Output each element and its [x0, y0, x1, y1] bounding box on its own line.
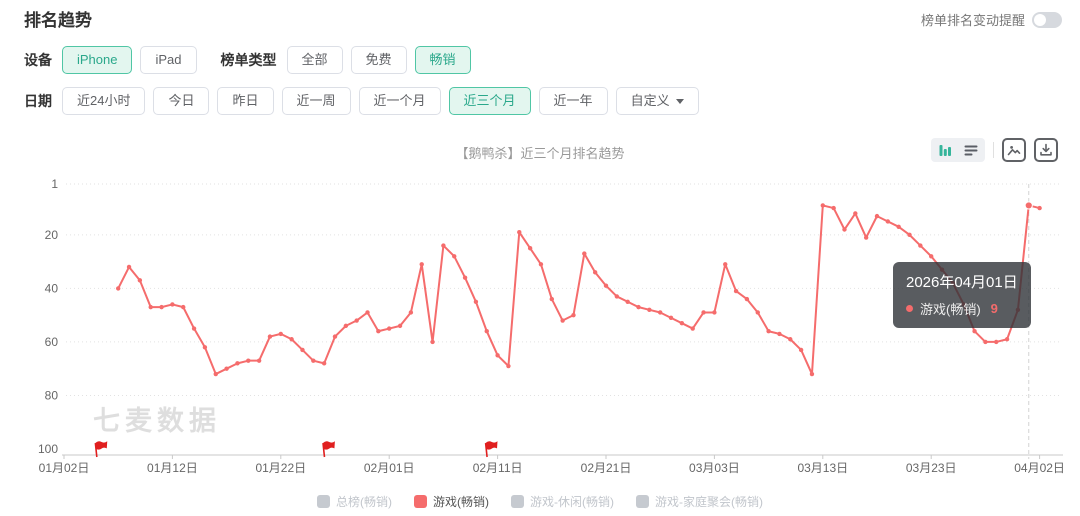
tooltip-series-name: 游戏(畅销)	[920, 302, 981, 317]
download-icon[interactable]	[1034, 138, 1058, 162]
list-type-chip-grossing[interactable]: 畅销	[414, 46, 471, 74]
svg-text:100: 100	[38, 442, 58, 456]
chart-legend: 总榜(畅销) 游戏(畅销) 游戏-休闲(畅销) 游戏-家庭聚会(畅销)	[0, 493, 1080, 510]
page-title: 排名趋势	[24, 11, 92, 30]
view-mode-segmented-control	[931, 138, 985, 162]
toolbar-divider	[993, 142, 994, 158]
device-chip-iphone[interactable]: iPhone	[62, 46, 133, 74]
date-chip-3months[interactable]: 近三个月	[448, 87, 531, 115]
date-chip-custom[interactable]: 自定义	[615, 87, 699, 115]
date-chip-year[interactable]: 近一年	[538, 87, 608, 115]
filter-row-date: 日期 近24小时 今日 昨日 近一周 近一个月 近三个月 近一年 自定义	[24, 87, 707, 115]
svg-text:03月13日: 03月13日	[797, 461, 848, 475]
list-type-chip-free[interactable]: 免费	[350, 46, 407, 74]
legend-label: 游戏-家庭聚会(畅销)	[655, 495, 763, 509]
flag-icon	[322, 441, 335, 458]
svg-text:02月11日: 02月11日	[473, 461, 523, 475]
svg-text:03月23日: 03月23日	[906, 461, 957, 475]
svg-text:60: 60	[45, 335, 59, 349]
legend-item-games-grossing[interactable]: 游戏(畅销)	[414, 493, 489, 510]
custom-date-label: 自定义	[630, 93, 670, 108]
list-type-chip-all[interactable]: 全部	[286, 46, 343, 74]
list-type-label: 榜单类型	[220, 52, 277, 68]
chart-title: 【鹅鸭杀】近三个月排名趋势	[455, 146, 625, 161]
device-label: 设备	[24, 52, 52, 68]
svg-text:20: 20	[45, 228, 59, 242]
device-chip-ipad[interactable]: iPad	[140, 46, 197, 74]
legend-swatch	[636, 495, 649, 508]
legend-item-total-grossing[interactable]: 总榜(畅销)	[317, 493, 392, 510]
svg-text:80: 80	[45, 388, 59, 402]
legend-label: 游戏-休闲(畅销)	[530, 495, 614, 509]
date-chip-24h[interactable]: 近24小时	[62, 87, 146, 115]
svg-text:01月22日: 01月22日	[255, 461, 306, 475]
rank-alert-label: 榜单排名变动提醒	[920, 13, 1025, 28]
svg-text:40: 40	[45, 281, 59, 295]
caret-down-icon	[675, 98, 684, 104]
date-chip-yesterday[interactable]: 昨日	[217, 87, 274, 115]
tooltip-series-row: 游戏(畅销) 9	[906, 299, 1018, 318]
svg-text:01月12日: 01月12日	[147, 461, 198, 475]
legend-label: 总榜(畅销)	[336, 495, 392, 509]
svg-text:01月02日: 01月02日	[39, 461, 90, 475]
legend-item-casual-grossing[interactable]: 游戏-休闲(畅销)	[511, 493, 614, 510]
chart-tooltip: 2026年04月01日 游戏(畅销) 9	[893, 262, 1031, 328]
date-chip-month[interactable]: 近一个月	[358, 87, 441, 115]
toggle-knob	[1034, 13, 1046, 26]
date-chip-today[interactable]: 今日	[153, 87, 210, 115]
tooltip-series-value: 9	[990, 301, 998, 316]
date-label: 日期	[24, 93, 52, 109]
legend-swatch	[317, 495, 330, 508]
tooltip-date: 2026年04月01日	[906, 274, 1018, 291]
bar-chart-icon[interactable]	[935, 141, 955, 159]
filter-row-device-type: 设备 iPhone iPad 榜单类型 全部 免费 畅销	[24, 46, 479, 74]
chart-toolbar	[931, 138, 1058, 162]
legend-swatch	[414, 495, 427, 508]
svg-text:04月02日: 04月02日	[1014, 461, 1065, 475]
svg-text:03月03日: 03月03日	[689, 461, 740, 475]
legend-swatch	[511, 495, 524, 508]
rank-alert-toggle[interactable]	[1032, 11, 1062, 28]
legend-label: 游戏(畅销)	[433, 495, 489, 509]
svg-text:02月21日: 02月21日	[581, 461, 632, 475]
date-chip-week[interactable]: 近一周	[281, 87, 351, 115]
image-export-icon[interactable]	[1002, 138, 1026, 162]
flag-icon	[484, 441, 498, 458]
series-dot-icon	[906, 305, 913, 312]
svg-text:1: 1	[51, 177, 58, 191]
watermark: 七麦数据	[93, 406, 221, 436]
svg-text:02月01日: 02月01日	[364, 461, 415, 475]
flag-icon	[94, 441, 108, 458]
list-icon[interactable]	[961, 141, 981, 159]
rank-alert-control: 榜单排名变动提醒	[921, 10, 1062, 29]
legend-item-party-grossing[interactable]: 游戏-家庭聚会(畅销)	[636, 493, 763, 510]
